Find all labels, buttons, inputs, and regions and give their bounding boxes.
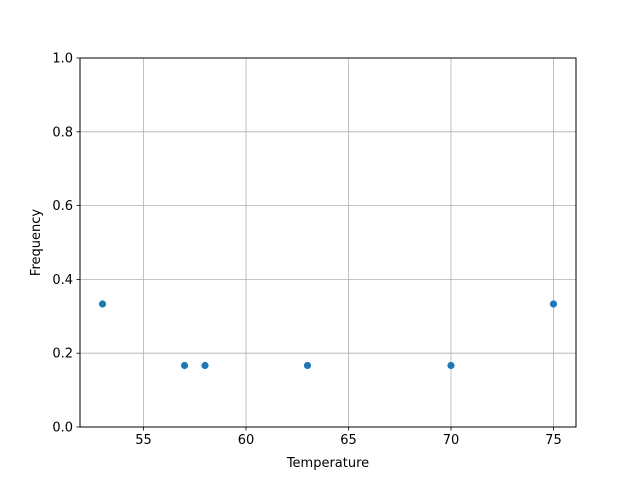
data-point (201, 361, 209, 370)
y-axis-label: Frequency (29, 209, 44, 276)
x-axis-label: Temperature (286, 456, 369, 471)
y-tick-label: 0.0 (52, 421, 73, 436)
x-tick-label: 70 (443, 433, 460, 448)
y-tick-label: 0.2 (52, 347, 73, 362)
data-point (303, 361, 312, 370)
x-tick-label: 60 (238, 433, 255, 448)
x-tick-label: 55 (135, 433, 152, 448)
y-tick-label: 0.8 (52, 125, 73, 140)
data-point (180, 361, 189, 370)
y-tick-label: 1.0 (52, 52, 73, 67)
y-tick-label: 0.6 (52, 199, 73, 214)
data-point (447, 361, 455, 370)
data-point (98, 300, 107, 308)
x-tick-label: 75 (545, 433, 562, 448)
grid (80, 57, 576, 428)
x-tick-label: 65 (340, 433, 357, 448)
data-points (98, 300, 558, 370)
ticks: 55 60 65 70 75 0.0 0.2 0.4 0.6 0.8 1.0 (52, 52, 561, 449)
plot-frame (79, 57, 577, 428)
data-point (549, 300, 558, 308)
y-tick-label: 0.4 (52, 273, 73, 288)
